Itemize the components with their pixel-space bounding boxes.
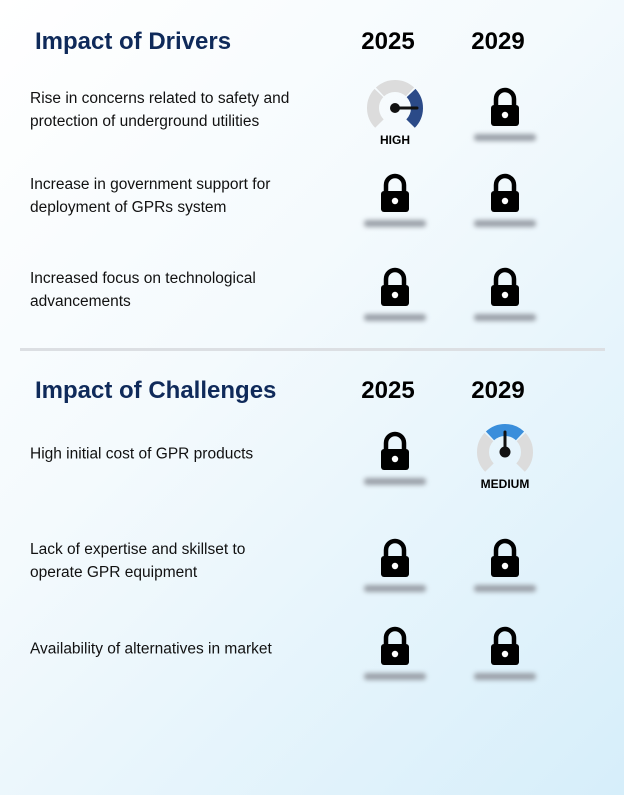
- locked-cell: [474, 626, 536, 680]
- lock-keyhole: [391, 291, 399, 299]
- lock-keyhole: [391, 650, 399, 658]
- locked-cell: [474, 87, 536, 141]
- lock-shackle: [493, 267, 517, 286]
- gauge-hub: [390, 103, 400, 113]
- locked-cell: [364, 173, 426, 227]
- lock-keyhole: [391, 455, 399, 463]
- blurred-rating: [474, 314, 536, 321]
- blurred-rating: [474, 220, 536, 227]
- blurred-rating: [364, 220, 426, 227]
- section-title: Impact of Drivers: [35, 28, 232, 55]
- lock-shackle: [493, 87, 517, 106]
- year-header: 2029: [471, 377, 525, 404]
- lock-shackle: [383, 267, 407, 286]
- gauge-segment: [485, 424, 525, 441]
- driver-label: Increase in government support for deplo…: [30, 176, 271, 216]
- year-header: 2025: [361, 377, 415, 404]
- blurred-rating: [364, 585, 426, 592]
- blurred-rating: [364, 314, 426, 321]
- lock-keyhole: [501, 650, 509, 658]
- driver-label: Lack of expertise and skillset to operat…: [30, 541, 246, 581]
- blurred-rating: [364, 673, 426, 680]
- locked-cell: [364, 538, 426, 592]
- section-title: Impact of Challenges: [35, 377, 277, 404]
- locked-cell: [364, 267, 426, 321]
- locked-cell: [474, 538, 536, 592]
- lock-keyhole: [501, 562, 509, 570]
- lock-shackle: [493, 538, 517, 557]
- driver-label: Availability of alternatives in market: [30, 640, 272, 658]
- blurred-rating: [474, 673, 536, 680]
- gauge-cell: HIGH: [367, 80, 423, 147]
- gauge-segment: [375, 80, 415, 97]
- blurred-rating: [364, 478, 426, 485]
- gauge-label: MEDIUM: [481, 477, 530, 491]
- lock-keyhole: [391, 562, 399, 570]
- lock-keyhole: [391, 197, 399, 205]
- blurred-rating: [474, 134, 536, 141]
- lock-shackle: [383, 538, 407, 557]
- lock-shackle: [493, 173, 517, 192]
- gauge-segment: [515, 432, 533, 472]
- driver-label: Increased focus on technological advance…: [30, 270, 256, 310]
- lock-shackle: [383, 173, 407, 192]
- lock-shackle: [383, 431, 407, 450]
- section-divider: [20, 348, 605, 351]
- gauge-segment: [367, 88, 385, 128]
- lock-shackle: [383, 626, 407, 645]
- lock-keyhole: [501, 197, 509, 205]
- driver-label: Rise in concerns related to safety and p…: [30, 90, 290, 130]
- gauge-segment: [477, 432, 495, 472]
- locked-cell: [364, 431, 426, 485]
- lock-keyhole: [501, 291, 509, 299]
- gauge-hub: [499, 446, 511, 458]
- year-header: 2025: [361, 28, 415, 55]
- locked-cell: [474, 173, 536, 227]
- lock-keyhole: [501, 111, 509, 119]
- year-header: 2029: [471, 28, 525, 55]
- lock-shackle: [493, 626, 517, 645]
- gauge-label: HIGH: [380, 133, 410, 147]
- gauge-cell: MEDIUM: [477, 424, 533, 491]
- locked-cell: [364, 626, 426, 680]
- driver-label: High initial cost of GPR products: [30, 445, 254, 463]
- blurred-rating: [474, 585, 536, 592]
- locked-cell: [474, 267, 536, 321]
